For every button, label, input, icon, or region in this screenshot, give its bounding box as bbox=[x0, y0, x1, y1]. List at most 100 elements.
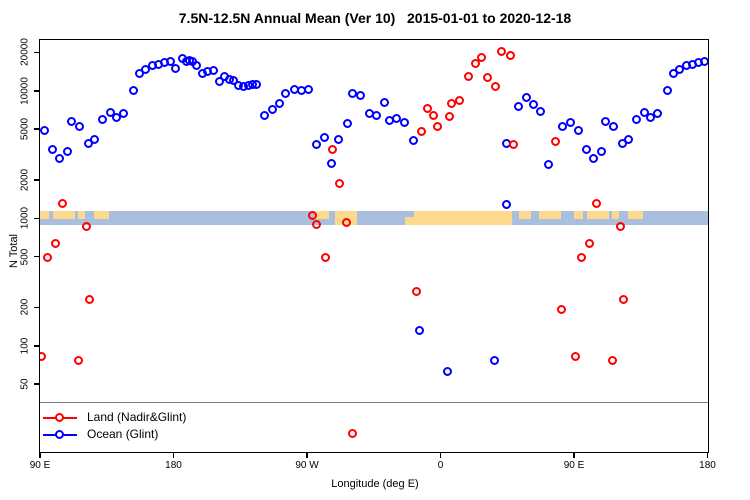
y-axis-tick bbox=[34, 306, 39, 309]
data-point bbox=[574, 126, 584, 136]
data-point bbox=[98, 115, 108, 125]
data-point bbox=[502, 200, 512, 210]
data-point bbox=[624, 135, 634, 145]
data-point bbox=[506, 51, 516, 61]
land-series-marker-icon bbox=[42, 409, 78, 426]
data-point bbox=[601, 117, 611, 127]
surface-band-land-segment bbox=[518, 210, 532, 219]
data-point bbox=[497, 47, 507, 57]
data-point bbox=[129, 86, 139, 96]
data-point bbox=[192, 61, 202, 71]
reference-line bbox=[40, 401, 708, 404]
data-point bbox=[334, 135, 344, 145]
data-point bbox=[82, 222, 92, 232]
legend-label-land: Land (Nadir&Glint) bbox=[87, 410, 187, 424]
legend-label-ocean: Ocean (Glint) bbox=[87, 427, 159, 441]
data-point bbox=[400, 118, 410, 128]
y-axis-tick bbox=[34, 179, 39, 181]
y-axis-tick bbox=[34, 90, 39, 92]
data-point bbox=[447, 99, 457, 109]
data-point bbox=[483, 73, 493, 83]
data-point bbox=[308, 211, 318, 221]
data-point bbox=[646, 113, 656, 123]
data-point bbox=[312, 140, 322, 150]
y-axis-tick-label: 20000 bbox=[19, 38, 31, 67]
surface-band-land-segment bbox=[40, 210, 50, 219]
data-point bbox=[348, 429, 358, 439]
y-axis-tick-label: 5000 bbox=[19, 118, 31, 141]
x-axis-tick bbox=[306, 452, 308, 458]
data-point bbox=[640, 108, 650, 118]
data-point bbox=[536, 107, 546, 117]
y-axis-tick-label: 100 bbox=[19, 337, 31, 355]
x-axis-tick bbox=[172, 452, 175, 458]
data-point bbox=[75, 122, 85, 132]
data-point bbox=[229, 76, 239, 86]
y-axis-tick-label: 200 bbox=[19, 299, 31, 316]
data-point bbox=[356, 91, 366, 101]
data-point bbox=[632, 115, 642, 125]
data-point bbox=[616, 222, 626, 232]
data-point bbox=[112, 113, 122, 123]
data-point bbox=[669, 69, 679, 79]
surface-band-land-segment bbox=[335, 210, 358, 225]
data-point bbox=[343, 119, 353, 129]
data-point bbox=[268, 105, 278, 115]
data-point bbox=[51, 239, 61, 249]
data-point bbox=[429, 111, 439, 121]
data-point bbox=[663, 86, 673, 96]
data-point bbox=[544, 160, 554, 170]
surface-band-land-segment bbox=[628, 210, 644, 219]
y-axis-tick bbox=[34, 217, 39, 220]
surface-band-land-segment bbox=[405, 216, 415, 225]
data-point bbox=[443, 366, 453, 376]
surface-band-land-segment bbox=[78, 210, 86, 219]
data-point bbox=[55, 154, 65, 164]
y-axis-tick bbox=[34, 383, 39, 385]
surface-band-land-segment bbox=[539, 210, 562, 219]
data-point bbox=[509, 140, 519, 150]
legend-item-ocean: Ocean (Glint) bbox=[42, 426, 186, 443]
data-point bbox=[275, 99, 285, 109]
x-axis-tick-label: 90 E bbox=[29, 460, 51, 471]
y-axis-label: N Total bbox=[8, 233, 20, 269]
data-point bbox=[171, 64, 181, 74]
legend: Land (Nadir&Glint) Ocean (Glint) bbox=[42, 409, 186, 443]
x-axis-tick bbox=[39, 452, 41, 458]
x-axis-tick bbox=[706, 452, 709, 458]
data-point bbox=[464, 72, 474, 82]
y-axis-tick bbox=[34, 128, 39, 130]
data-point bbox=[415, 326, 425, 336]
data-point bbox=[119, 109, 129, 119]
data-point bbox=[566, 118, 576, 128]
surface-band-land-segment bbox=[94, 210, 110, 219]
data-point bbox=[85, 295, 95, 305]
data-point bbox=[558, 122, 568, 132]
y-axis-tick-label: 2000 bbox=[19, 168, 31, 192]
data-point bbox=[327, 159, 337, 169]
x-axis-tick-label: 90 E bbox=[563, 460, 585, 471]
data-point bbox=[40, 126, 50, 136]
x-axis-tick-label: 180 bbox=[165, 460, 182, 471]
data-point bbox=[582, 145, 592, 155]
data-point bbox=[328, 145, 338, 155]
data-point bbox=[260, 111, 270, 121]
data-point bbox=[48, 145, 58, 155]
data-point bbox=[700, 57, 708, 67]
surface-band-land-segment bbox=[53, 210, 76, 219]
chart-title: 7.5N-12.5N Annual Mean (Ver 10) 2015-01-… bbox=[178, 10, 572, 26]
y-axis-tick bbox=[34, 345, 39, 347]
data-point bbox=[90, 135, 100, 145]
y-axis-tick-label: 50 bbox=[19, 378, 31, 390]
data-point bbox=[335, 179, 345, 189]
data-point bbox=[471, 59, 481, 69]
y-axis-tick-label: 1000 bbox=[19, 207, 31, 230]
surface-band-land-segment bbox=[314, 210, 330, 219]
x-axis-tick-label: 90 W bbox=[295, 460, 319, 471]
ocean-series-marker-icon bbox=[42, 426, 78, 443]
data-point bbox=[491, 82, 501, 92]
data-point bbox=[320, 133, 330, 143]
data-point bbox=[557, 305, 567, 315]
data-point bbox=[522, 93, 532, 103]
